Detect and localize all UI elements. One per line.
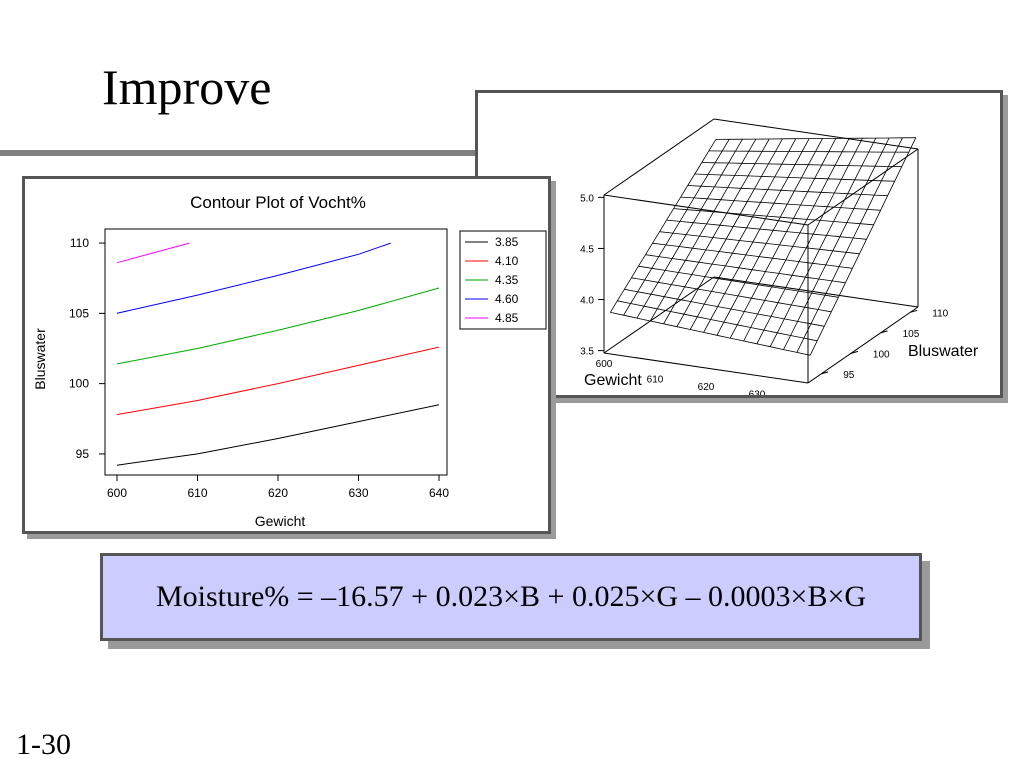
slide-title: Improve <box>102 59 272 115</box>
surface-mesh-line <box>689 138 797 330</box>
surface-mesh-line <box>676 138 783 327</box>
surface-mesh-line <box>783 137 890 350</box>
surface-mesh-line <box>708 150 909 153</box>
contour-plot-panel: Contour Plot of Vocht% 600 610 620 630 640 95… <box>22 176 551 534</box>
surface-mesh-line <box>636 138 743 319</box>
surface-box-edge <box>603 194 809 226</box>
surface-y-tick-label: 110 <box>932 308 948 319</box>
surface-mesh-line <box>756 138 863 344</box>
contour-legend: 3.85 4.10 4.35 4.60 4.85 <box>459 230 547 330</box>
surface-z-tick-label: 4.5 <box>580 244 594 255</box>
surface-mesh-line <box>715 137 916 140</box>
surface-x-tick-label: 600 <box>596 359 613 370</box>
contour-y-tick-label: 100 <box>69 377 89 391</box>
contour-x-axis-label: Gewicht <box>255 513 306 529</box>
surface-y-tick <box>880 330 888 334</box>
surface-mesh <box>609 137 917 356</box>
surface-mesh-line <box>703 138 810 333</box>
legend-entry: 4.85 <box>495 311 519 325</box>
legend-entry: 4.35 <box>495 273 519 287</box>
surface-z-tick-label: 4.0 <box>580 296 594 307</box>
contour-line-4-35 <box>116 287 440 365</box>
surface-mesh-line <box>624 288 825 327</box>
surface-box-edge <box>603 118 715 196</box>
title-divider <box>0 150 480 156</box>
contour-x-tick-label: 630 <box>348 486 368 500</box>
contour-x-tick-label: 610 <box>187 486 207 500</box>
contour-y-tick-label: 110 <box>70 236 89 250</box>
contour-x-tick-label: 620 <box>268 486 288 500</box>
surface-y-tick-label: 105 <box>903 329 920 340</box>
surface-mesh-line <box>638 265 839 298</box>
surface-plot-panel: 3.54.04.55.060061062063064095100105110 G… <box>475 90 1003 408</box>
surface-mesh-line <box>666 219 867 240</box>
surface-y-tick <box>910 309 918 313</box>
contour-y-tick-label: 95 <box>76 447 90 461</box>
contour-y-axis-label: Bluswater <box>32 328 48 390</box>
surface-mesh-line <box>609 139 717 313</box>
surface-mesh-line <box>663 138 770 324</box>
surface-y-tick <box>850 350 859 354</box>
surface-y-tick <box>821 371 829 375</box>
contour-x-tick-label: 600 <box>107 486 127 500</box>
surface-y-tick-label: 100 <box>873 349 890 360</box>
surface-plot: 3.54.04.55.060061062063064095100105110 G… <box>580 118 979 408</box>
surface-mesh-line <box>610 312 811 356</box>
surface-mesh-line <box>649 138 757 322</box>
surface-mesh-line <box>743 138 850 342</box>
surface-mesh-line <box>673 208 874 226</box>
surface-y-axis-label: Bluswater <box>908 343 979 360</box>
surface-mesh-line <box>769 137 877 347</box>
surface-x-axis-label: Gewicht <box>584 372 642 389</box>
contour-title: Contour Plot of Vocht% <box>190 193 366 212</box>
surface-box-edge <box>713 118 919 150</box>
contour-plot: Contour Plot of Vocht% 600 610 620 630 640 95… <box>32 193 547 529</box>
surface-mesh-line <box>617 300 818 342</box>
surface-x-tick-label: 620 <box>698 382 715 393</box>
surface-mesh-line <box>687 185 888 197</box>
contour-plot-frame <box>104 228 448 476</box>
surface-x-tick-label: 610 <box>647 375 664 386</box>
legend-entry: 4.10 <box>495 254 519 268</box>
contour-y-tick-label: 105 <box>69 306 89 320</box>
surface-box-edge <box>713 276 919 308</box>
legend-entry: 3.85 <box>495 235 519 249</box>
surface-mesh-line <box>694 173 895 182</box>
regression-equation: Moisture% = –16.57 + 0.023×B + 0.025×G –… <box>155 580 867 613</box>
surface-mesh-line <box>659 231 860 255</box>
surface-box-edge <box>807 148 919 226</box>
contour-lines <box>116 242 440 466</box>
surface-z-tick-label: 3.5 <box>580 347 594 358</box>
surface-box-edge <box>603 276 715 354</box>
surface-mesh-line <box>701 162 902 168</box>
surface-mesh-line <box>809 137 917 356</box>
surface-mesh-line <box>623 139 730 316</box>
surface-box-edge <box>603 352 809 384</box>
surface-y-tick-label: 95 <box>843 370 855 381</box>
equation-box: Moisture% = –16.57 + 0.023×B + 0.025×G –… <box>100 553 922 641</box>
legend-box <box>459 230 547 330</box>
surface-axis-ticks: 3.54.04.55.060061062063064095100105110 <box>580 193 949 408</box>
legend-entry: 4.60 <box>495 292 519 306</box>
contour-line-4-85 <box>116 242 190 264</box>
slide-number: 1-30 <box>16 728 71 761</box>
surface-mesh-line <box>645 254 846 284</box>
surface-mesh-line <box>716 138 823 336</box>
surface-z-tick-label: 5.0 <box>580 193 594 204</box>
surface-mesh-line <box>729 138 837 339</box>
surface-plot-box <box>603 118 919 384</box>
contour-line-4-10 <box>116 346 440 416</box>
contour-line-3-85 <box>116 404 440 466</box>
surface-mesh-line <box>796 137 903 353</box>
surface-mesh-line <box>631 277 832 313</box>
contour-line-4-60 <box>116 242 391 314</box>
surface-mesh-line <box>680 196 881 211</box>
contour-axis-ticks: 600 610 620 630 640 95 100 105 110 <box>69 236 449 500</box>
surface-x-tick-label: 630 <box>749 390 766 396</box>
surface-box-edge <box>807 306 919 384</box>
surface-mesh-line <box>652 242 853 269</box>
contour-x-tick-label: 640 <box>429 486 449 500</box>
